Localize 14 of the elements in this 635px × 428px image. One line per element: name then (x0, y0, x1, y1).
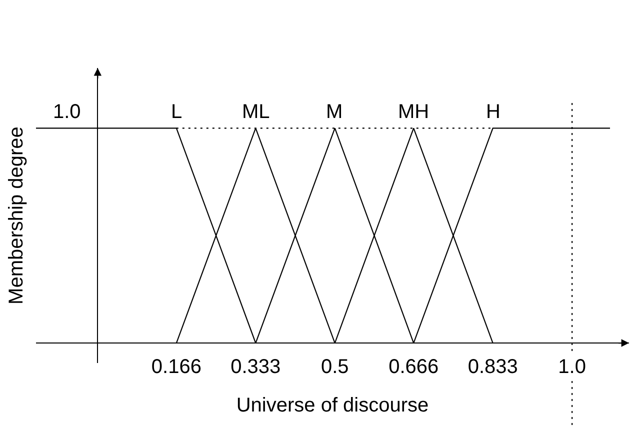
x-tick-label: 0.333 (230, 356, 281, 378)
series-label: MH (398, 101, 430, 123)
x-tick-label: 0.833 (468, 356, 518, 378)
x-tick-label: 1.0 (558, 356, 586, 378)
series-label: M (326, 101, 343, 123)
series-label: ML (242, 101, 270, 123)
y-axis-title: Membership degree (6, 126, 28, 304)
series-label: L (171, 101, 182, 123)
x-tick-label: 0.166 (151, 356, 202, 378)
series-label: H (486, 101, 500, 123)
x-tick-label: 0.666 (388, 356, 439, 378)
x-axis-title: Universe of discourse (236, 394, 429, 417)
annotation: 1.0 (53, 101, 81, 123)
x-tick-label: 0.5 (320, 356, 349, 378)
